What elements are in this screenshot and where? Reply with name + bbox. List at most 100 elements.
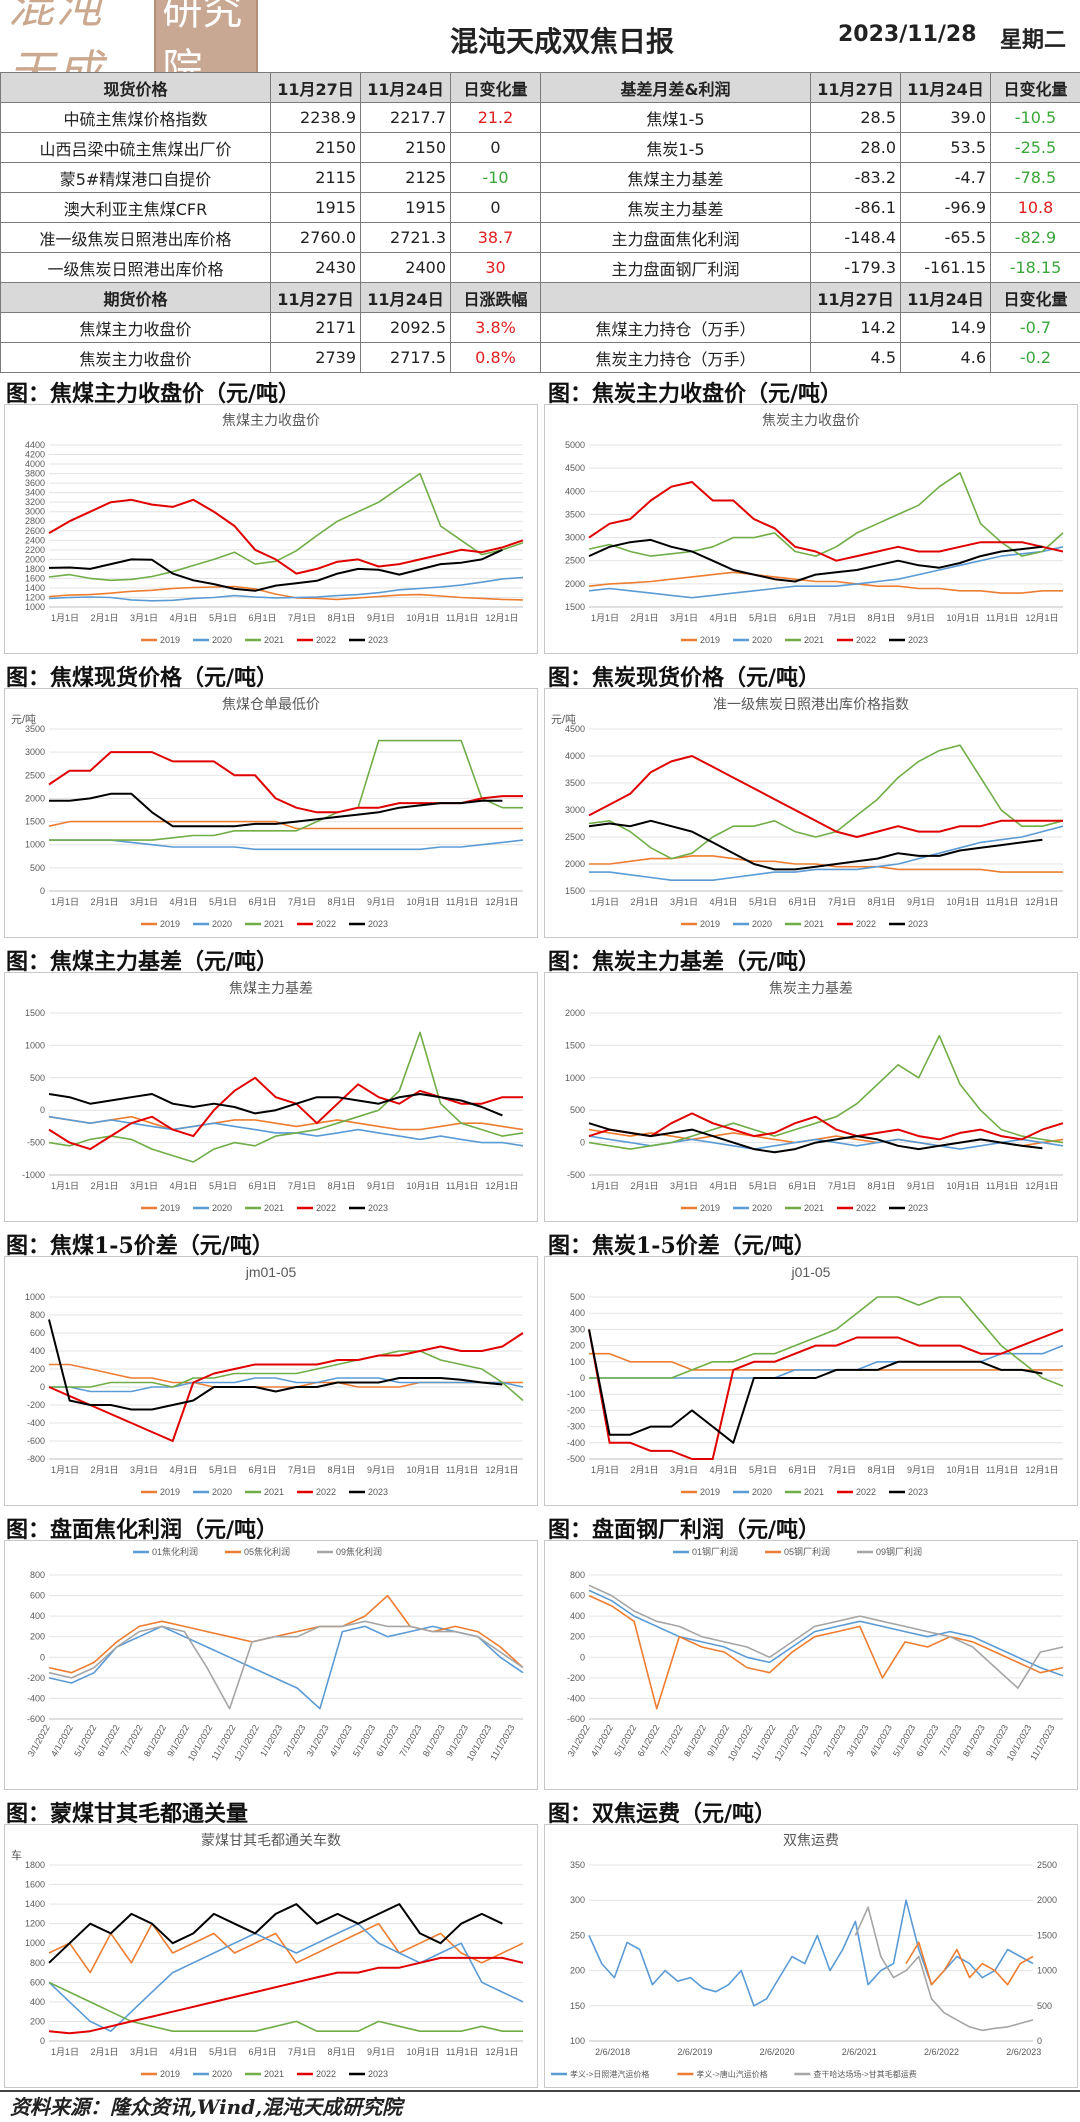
table-header-cell: 期货价格 [0, 282, 271, 313]
x-tick-label: 8月1日 [328, 1181, 356, 1191]
x-tick-label: 1月1日 [51, 1465, 79, 1475]
legend-label: 2023 [908, 919, 928, 929]
value-cell: 53.5 [900, 132, 991, 163]
series-line-2023 [48, 1093, 503, 1117]
x-tick-label: 2月1日 [631, 897, 659, 907]
x-tick-label: 6/1/2023 [374, 1723, 400, 1758]
x-tick-label: 5月1日 [749, 613, 777, 623]
x-tick-label: 11月1日 [986, 1465, 1018, 1475]
legend-label: 2023 [368, 919, 388, 929]
legend-label: 2021 [264, 1203, 284, 1213]
table-header-cell: 基差月差&利润 [540, 72, 811, 103]
series-line-2022 [588, 755, 1063, 838]
x-tick-label: 8月1日 [868, 1465, 896, 1475]
y-axis-unit: 元/吨 [11, 713, 36, 726]
series-line-2023 [48, 548, 503, 592]
y-tick-label: 2000 [565, 1008, 585, 1018]
y-tick-label: 400 [30, 1346, 45, 1356]
x-tick-label: 7/1/2022 [119, 1723, 145, 1758]
y-tick-label: 0 [580, 1373, 585, 1383]
x-tick-label: 10月1日 [947, 1181, 980, 1191]
x-tick-label: 9月1日 [367, 613, 395, 623]
series-line-2021 [589, 1296, 1064, 1387]
y-tick-label: 400 [570, 1611, 585, 1621]
value-cell: -96.9 [900, 192, 991, 223]
x-tick-label: 3/1/2023 [305, 1723, 331, 1758]
series-line-2023 [588, 819, 1043, 871]
series-line-2019 [588, 571, 1063, 594]
x-tick-label: 12月1日 [1026, 1181, 1059, 1191]
table-row: 焦煤主力收盘价 2171 2092.5 3.8% 焦煤主力持仓（万手） 14.2 14.9-… [0, 312, 1080, 343]
x-tick-label: 5月1日 [209, 897, 237, 907]
x-tick-label: 5/1/2023 [891, 1723, 917, 1758]
series-line-2020 [48, 576, 524, 602]
x-tick-label: 2/1/2023 [821, 1723, 847, 1758]
x-tick-label: 9月1日 [367, 897, 395, 907]
table-header-cell: 11月24日 [360, 72, 451, 103]
chart-jm-basis: 焦煤主力基差 -1000 -500 0 500 1000 1500 1月1日 2月1日 3月1日 4… [22, 980, 524, 1213]
x-tick-label: 10月1日 [407, 1465, 440, 1475]
x-tick-label: 6月1日 [249, 1181, 277, 1191]
y-tick-label: -500 [567, 1454, 585, 1464]
series-line-09焦化利润 [48, 1620, 524, 1710]
x-tick-label: 7月1日 [288, 2047, 316, 2057]
y-tick-label: 4000 [25, 459, 45, 469]
series-line-2021 [588, 472, 1064, 557]
legend-label: 2020 [212, 635, 232, 645]
value-cell: 14.2 [810, 312, 901, 343]
x-tick-label: 3月1日 [130, 897, 158, 907]
legend-label: 2021 [264, 635, 284, 645]
table-header-cell: 11月27日 [810, 282, 901, 313]
value-cell: 2760.0 [270, 222, 361, 253]
change-cell: 30 [450, 252, 541, 283]
chart-panel-jm-spot: 焦煤仓单最低价 元/吨 0 500 1000 1500 2000 2500 3000 3500 1月… [4, 688, 538, 938]
change-cell: -10 [450, 162, 541, 193]
y-tick-label: 100 [570, 1357, 585, 1367]
legend-label: 2023 [368, 635, 388, 645]
chart-title: jm01-05 [245, 1264, 297, 1280]
table-row: 澳大利亚主焦煤CFR 1915 1915 0 焦炭主力基差 -86.1 -96.9 10.8 [0, 192, 1080, 223]
table-row: 中硫主焦煤价格指数 2238.9 2217.7 21.2 焦煤1-5 28.5 39.0 -1… [0, 102, 1080, 133]
row-label: 焦炭1-5 [540, 132, 811, 163]
y-tick-label: 200 [30, 1364, 45, 1374]
series-line-2020 [48, 1115, 524, 1147]
y-tick-label: 1000 [25, 1040, 45, 1050]
x-tick-label: 7月1日 [828, 1181, 856, 1191]
x-tick-label: 3月1日 [670, 1181, 698, 1191]
y-tick-label: 1500 [565, 886, 585, 896]
legend-label: 孝义->唐山汽运价格 [696, 2069, 767, 2079]
chart-panel-coking-profit: -600 -400 -200 0 200 400 600 800 3/1/2022 4/1/202… [4, 1540, 538, 1790]
x-tick-label: 5月1日 [209, 1181, 237, 1191]
x-tick-label: 5/1/2022 [72, 1723, 98, 1758]
chart-panel-mongolia-customs: 蒙煤甘其毛都通关车数车 0 200 400 600 800 1000 1200 1400 1600… [4, 1824, 538, 2088]
x-tick-label: 1月1日 [51, 2047, 79, 2057]
row-label: 焦炭主力收盘价 [0, 342, 271, 373]
section-title-coking-profit: 图：盘面焦化利润（元/吨） [6, 1517, 279, 1543]
y-tick-label: 1400 [25, 583, 45, 593]
x-tick-label: 9/1/2022 [705, 1723, 731, 1758]
change-cell: 0 [450, 132, 541, 163]
change-cell: -25.5 [990, 132, 1080, 163]
x-tick-label: 12月1日 [1026, 613, 1059, 623]
y-tick-label: 4500 [565, 724, 585, 734]
y-tick-label: 350 [570, 1860, 585, 1870]
table-header-cell: 11月24日 [900, 72, 991, 103]
x-tick-label: 6月1日 [249, 2047, 277, 2057]
row-label: 蒙5#精煤港口自提价 [0, 162, 271, 193]
legend-label: 2019 [700, 919, 720, 929]
x-tick-label: 12月1日 [1026, 1465, 1059, 1475]
series-line-孝义->日照港汽运价格 [588, 1899, 1034, 2007]
legend-label: 2021 [804, 1487, 824, 1497]
y-axis-unit: 元/吨 [551, 713, 576, 726]
y-tick-label: 3500 [565, 509, 585, 519]
y-tick-label: 2500 [565, 556, 585, 566]
value-cell: 2430 [270, 252, 361, 283]
y-tick-label: 1000 [25, 1938, 45, 1948]
y-tick-label: 3000 [25, 747, 45, 757]
x-tick-label: 7月1日 [288, 1181, 316, 1191]
legend-label: 2023 [908, 1203, 928, 1213]
x-tick-label: 12月1日 [486, 1181, 519, 1191]
legend-label: 2023 [908, 1487, 928, 1497]
